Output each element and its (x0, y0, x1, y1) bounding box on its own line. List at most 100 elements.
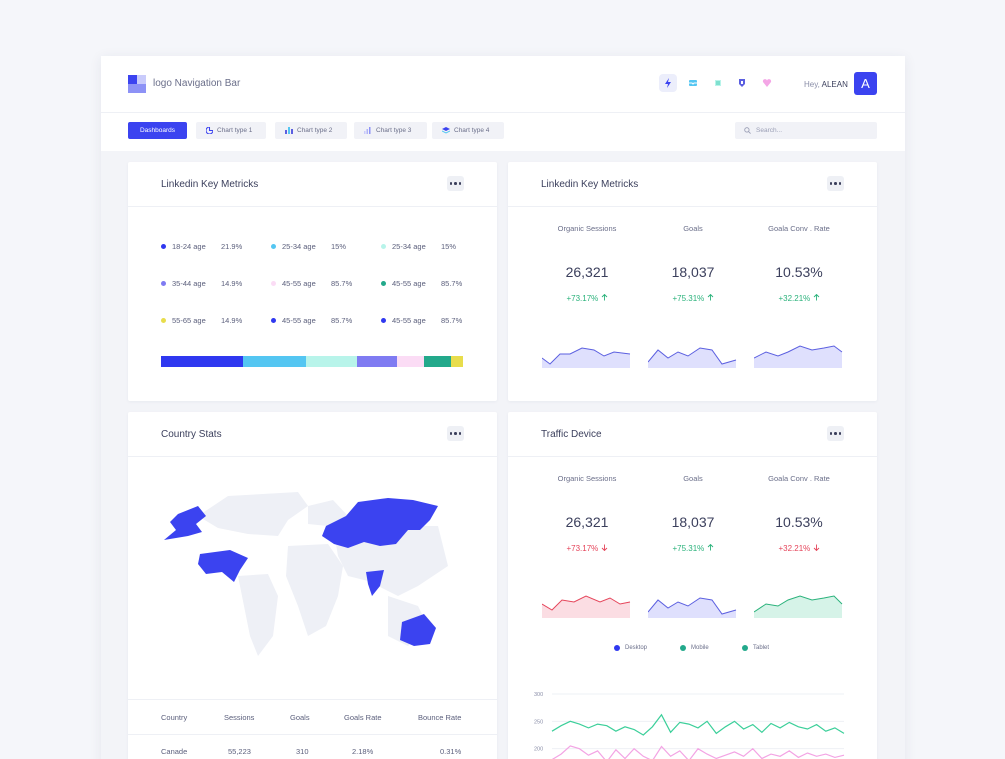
traffic-device-card: Traffic Device Organic Sessions 26,321 +… (508, 412, 877, 759)
card-header: Traffic Device (508, 412, 877, 457)
more-options-button[interactable] (827, 176, 844, 191)
legend-label: 55-65 age (172, 316, 206, 325)
metric-change: +75.31% (638, 543, 748, 553)
sparkline-conversion (754, 345, 843, 368)
bar-chart-icon (285, 127, 293, 134)
bar-segment (450, 356, 464, 367)
table-header[interactable]: Bounce Rate (418, 713, 462, 722)
navigation-bar: logo Navigation Bar Hey, ALEAN A (101, 56, 905, 113)
legend-dot (680, 645, 686, 651)
more-options-button[interactable] (447, 176, 464, 191)
chart-type-2-button[interactable]: Chart type 2 (275, 122, 347, 139)
table-header[interactable]: Goals (290, 713, 310, 722)
age-distribution-bar (161, 356, 464, 367)
metric-column: Goala Conv . Rate 10.53% +32.21% (744, 474, 854, 553)
search-input[interactable]: Search... (735, 122, 877, 139)
legend-dot (271, 281, 276, 286)
legend-item: 55-65 age 14.9% (161, 316, 242, 325)
metric-change-text: +75.31% (672, 544, 705, 553)
table-cell: 310 (296, 747, 309, 756)
brand-label: logo Navigation Bar (153, 78, 241, 89)
legend-item: 45-55 age 85.7% (271, 316, 352, 325)
table-header[interactable]: Country (161, 713, 188, 722)
greeting: Hey, ALEAN (804, 80, 848, 89)
legend-item: 25-34 age 15% (271, 242, 346, 251)
chart-type-3-label: Chart type 3 (376, 127, 412, 134)
dashboard-window: logo Navigation Bar Hey, ALEAN A Dashboa… (101, 56, 905, 759)
device-legend-item[interactable]: Mobile (680, 645, 709, 651)
legend-item: 25-34 age 15% (381, 242, 456, 251)
column-chart-icon (364, 127, 371, 134)
device-legend-item[interactable]: Tablet (742, 645, 769, 651)
legend-dot (614, 645, 620, 651)
shield-icon[interactable] (733, 74, 751, 92)
metric-change-text: +32.21% (778, 544, 811, 553)
chart-type-1-button[interactable]: Chart type 1 (196, 122, 266, 139)
metric-label: Goala Conv . Rate (768, 224, 830, 233)
chart-type-4-button[interactable]: Chart type 4 (432, 122, 504, 139)
chart-type-4-label: Chart type 4 (454, 127, 490, 134)
legend-dot (161, 281, 166, 286)
device-legend-item[interactable]: Desktop (614, 645, 647, 651)
legend-item: 45-55 age 85.7% (381, 316, 462, 325)
linkedin-metrics-card: Linkedin Key Metricks Organic Sessions 2… (508, 162, 877, 401)
metric-value: 10.53% (775, 514, 823, 530)
y-tick-label: 300 (534, 692, 543, 698)
legend-percent: 85.7% (441, 279, 463, 288)
india-shape (366, 570, 384, 596)
chart-type-3-button[interactable]: Chart type 3 (354, 122, 427, 139)
sparkline-mobile (648, 597, 737, 618)
linkedin-age-card: Linkedin Key Metricks 18-24 age 21.9% 25-3… (128, 162, 497, 401)
metric-label: Goals (683, 224, 703, 233)
avatar[interactable]: A (854, 72, 877, 95)
legend-label: 25-34 age (282, 242, 316, 251)
metric-column: Goals 18,037 +75.31% (638, 474, 748, 553)
chart-type-2-label: Chart type 2 (297, 127, 333, 134)
metric-column: Organic Sessions 26,321 +73.17% (532, 474, 642, 553)
pie-chart-icon (206, 127, 213, 134)
russia-shape (322, 498, 438, 548)
card-header: Linkedin Key Metricks (128, 162, 497, 207)
more-options-button[interactable] (827, 426, 844, 441)
table-cell: 0.31% (440, 747, 462, 756)
bar-segment (357, 356, 397, 367)
sparkline-goals (648, 347, 737, 368)
legend-percent: 85.7% (331, 316, 353, 325)
bar-segment (161, 356, 243, 367)
metric-change: +73.17% (532, 544, 642, 553)
bolt-icon[interactable] (659, 74, 677, 92)
table-header[interactable]: Goals Rate (344, 713, 382, 722)
australia-shape (400, 614, 436, 646)
inbox-icon[interactable] (684, 74, 702, 92)
heart-icon[interactable] (758, 74, 776, 92)
metric-column: Goals 18,037 +75.31% (638, 224, 748, 303)
legend-label: 35-44 age (172, 279, 206, 288)
legend-dot (381, 281, 386, 286)
table-header[interactable]: Sessions (224, 713, 255, 722)
y-tick-label: 250 (534, 719, 543, 725)
metric-label: Organic Sessions (557, 224, 617, 233)
metric-value: 26,321 (565, 514, 609, 530)
metric-change-text: +32.21% (778, 294, 811, 303)
legend-label: 45-55 age (392, 279, 426, 288)
arrow-up-icon (707, 293, 713, 301)
metric-change: +73.17% (532, 293, 642, 303)
layers-icon[interactable] (709, 74, 727, 92)
legend-label: 45-55 age (282, 316, 316, 325)
legend-percent: 15% (441, 242, 457, 251)
arrow-up-icon (707, 543, 713, 551)
card-title: Linkedin Key Metricks (541, 179, 639, 190)
legend-item: 35-44 age 14.9% (161, 279, 242, 288)
legend-percent: 85.7% (441, 316, 463, 325)
metric-value: 18,037 (671, 264, 715, 280)
logo-icon[interactable] (128, 75, 146, 93)
table-cell: 55,223 (228, 747, 251, 756)
card-title: Country Stats (161, 429, 222, 440)
more-options-button[interactable] (447, 426, 464, 441)
metric-label: Goals (683, 474, 703, 483)
arrow-down-icon (601, 544, 607, 552)
card-header: Country Stats (128, 412, 497, 457)
series-line-1 (551, 745, 845, 759)
dashboards-button[interactable]: Dashboards (128, 122, 187, 139)
series-line-0 (551, 713, 845, 736)
